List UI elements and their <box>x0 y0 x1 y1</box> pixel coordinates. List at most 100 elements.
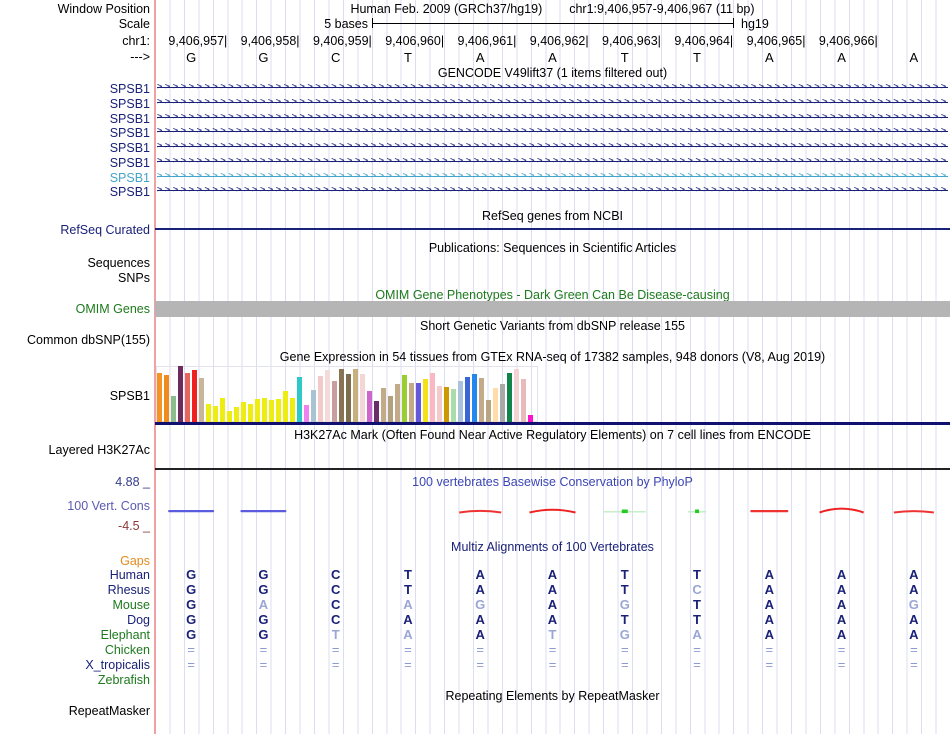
transcript-line[interactable]: >>>>>>>>>>>>>>>>>>>>>>>>>>>>>>>>>>>>>>>>… <box>157 170 948 182</box>
gtex-bar[interactable] <box>521 379 526 422</box>
gtex-bar[interactable] <box>178 366 183 422</box>
transcript-line[interactable]: >>>>>>>>>>>>>>>>>>>>>>>>>>>>>>>>>>>>>>>>… <box>157 141 948 152</box>
sequences-label[interactable]: Sequences <box>87 256 150 270</box>
gtex-bar[interactable] <box>528 415 533 422</box>
gtex-bar[interactable] <box>430 373 435 422</box>
gtex-bar[interactable] <box>262 398 267 422</box>
gtex-bar[interactable] <box>297 377 302 422</box>
gtex-gene-label[interactable]: SPSB1 <box>109 389 150 403</box>
gtex-bar[interactable] <box>220 398 225 422</box>
dbsnp-track-title[interactable]: Short Genetic Variants from dbSNP releas… <box>420 319 685 333</box>
gtex-bar[interactable] <box>381 388 386 422</box>
gtex-bar[interactable] <box>206 404 211 422</box>
gtex-bar[interactable] <box>213 406 218 422</box>
species-label[interactable]: Mouse <box>112 598 150 612</box>
gtex-bar[interactable] <box>234 407 239 422</box>
species-label[interactable]: Dog <box>127 613 150 627</box>
gtex-bar[interactable] <box>493 388 498 422</box>
transcript-line[interactable]: >>>>>>>>>>>>>>>>>>>>>>>>>>>>>>>>>>>>>>>>… <box>157 126 948 138</box>
gtex-bars[interactable] <box>155 366 950 422</box>
gtex-bar[interactable] <box>171 396 176 422</box>
omim-genes-label[interactable]: OMIM Genes <box>75 302 150 316</box>
gtex-bar[interactable] <box>444 387 449 422</box>
gtex-bar[interactable] <box>346 374 351 422</box>
snps-label[interactable]: SNPs <box>118 271 150 285</box>
gtex-bar[interactable] <box>185 373 190 422</box>
conservation-track-title[interactable]: 100 vertebrates Basewise Conservation by… <box>412 475 693 489</box>
gtex-bar[interactable] <box>374 401 379 422</box>
gtex-bar[interactable] <box>388 396 393 422</box>
gtex-bar[interactable] <box>437 386 442 422</box>
refseq-curated-gene-bar[interactable] <box>155 228 950 230</box>
gtex-bar[interactable] <box>416 383 421 422</box>
gene-label[interactable]: SPSB1 <box>109 82 150 96</box>
gtex-bar[interactable] <box>283 391 288 422</box>
gtex-bar[interactable] <box>199 378 204 422</box>
gene-label[interactable]: SPSB1 <box>109 126 150 141</box>
gtex-bar[interactable] <box>500 384 505 422</box>
repeatmasker-label[interactable]: RepeatMasker <box>68 704 150 718</box>
gaps-label[interactable]: Gaps <box>120 554 150 568</box>
species-label[interactable]: Elephant <box>100 628 150 642</box>
species-label[interactable]: Zebrafish <box>97 673 150 687</box>
gtex-bar[interactable] <box>290 398 295 422</box>
gtex-bar[interactable] <box>458 381 463 422</box>
gtex-bar[interactable] <box>451 389 456 422</box>
gene-label[interactable]: SPSB1 <box>109 170 150 185</box>
gtex-bar[interactable] <box>402 375 407 422</box>
h3k27ac-label[interactable]: Layered H3K27Ac <box>48 443 150 457</box>
omim-track-title[interactable]: OMIM Gene Phenotypes - Dark Green Can Be… <box>375 288 730 302</box>
gtex-bar[interactable] <box>465 377 470 422</box>
gtex-bar[interactable] <box>472 374 477 422</box>
gene-label[interactable]: SPSB1 <box>109 185 150 200</box>
gtex-bar[interactable] <box>164 375 169 422</box>
gtex-bar[interactable] <box>332 381 337 422</box>
species-label[interactable]: X_tropicalis <box>85 658 150 672</box>
publications-track-title[interactable]: Publications: Sequences in Scientific Ar… <box>428 241 677 255</box>
gtex-bar[interactable] <box>318 376 323 422</box>
gtex-bar[interactable] <box>486 400 491 422</box>
omim-gene-bar[interactable] <box>155 301 950 317</box>
gene-label[interactable]: SPSB1 <box>109 96 150 111</box>
h3k27ac-track-title[interactable]: H3K27Ac Mark (Often Found Near Active Re… <box>294 428 811 442</box>
conservation-plot[interactable] <box>155 502 950 516</box>
transcript-line[interactable]: >>>>>>>>>>>>>>>>>>>>>>>>>>>>>>>>>>>>>>>>… <box>157 96 948 108</box>
multiz-track-title[interactable]: Multiz Alignments of 100 Vertebrates <box>451 540 654 554</box>
gtex-bar[interactable] <box>339 369 344 422</box>
gencode-track-title[interactable]: GENCODE V49lift37 (1 items filtered out) <box>437 66 668 80</box>
gtex-bar[interactable] <box>353 369 358 422</box>
gene-label[interactable]: SPSB1 <box>109 111 150 126</box>
gtex-bar[interactable] <box>507 373 512 422</box>
transcript-line[interactable]: >>>>>>>>>>>>>>>>>>>>>>>>>>>>>>>>>>>>>>>>… <box>157 111 948 123</box>
gene-label[interactable]: SPSB1 <box>109 141 150 155</box>
gtex-bar[interactable] <box>423 379 428 422</box>
gtex-bar[interactable] <box>304 405 309 422</box>
gtex-bar[interactable] <box>157 373 162 422</box>
gtex-bar[interactable] <box>227 411 232 422</box>
dbsnp-label[interactable]: Common dbSNP(155) <box>27 333 150 347</box>
species-label[interactable]: Rhesus <box>107 583 150 597</box>
conservation-label[interactable]: 100 Vert. Cons <box>67 499 150 513</box>
gtex-track-title[interactable]: Gene Expression in 54 tissues from GTEx … <box>279 350 826 364</box>
species-label[interactable]: Human <box>109 568 150 582</box>
gtex-bar[interactable] <box>360 374 365 422</box>
gtex-bar[interactable] <box>248 404 253 422</box>
transcript-line[interactable]: >>>>>>>>>>>>>>>>>>>>>>>>>>>>>>>>>>>>>>>>… <box>157 185 948 197</box>
gtex-bar[interactable] <box>395 384 400 422</box>
gtex-bar[interactable] <box>367 391 372 422</box>
gtex-bar[interactable] <box>255 399 260 422</box>
gtex-bar[interactable] <box>514 369 519 422</box>
gtex-bar[interactable] <box>269 400 274 422</box>
gtex-bar[interactable] <box>276 399 281 422</box>
species-label[interactable]: Chicken <box>104 643 150 657</box>
gene-label[interactable]: SPSB1 <box>109 155 150 170</box>
gtex-bar[interactable] <box>325 370 330 422</box>
refseq-curated-label[interactable]: RefSeq Curated <box>60 223 150 237</box>
repeatmasker-track-title[interactable]: Repeating Elements by RepeatMasker <box>445 689 660 703</box>
gtex-bar[interactable] <box>311 390 316 422</box>
transcript-line[interactable]: >>>>>>>>>>>>>>>>>>>>>>>>>>>>>>>>>>>>>>>>… <box>157 82 948 93</box>
transcript-line[interactable]: >>>>>>>>>>>>>>>>>>>>>>>>>>>>>>>>>>>>>>>>… <box>157 155 948 167</box>
gtex-bar[interactable] <box>241 402 246 422</box>
gtex-bar[interactable] <box>409 383 414 422</box>
gtex-bar[interactable] <box>192 370 197 422</box>
